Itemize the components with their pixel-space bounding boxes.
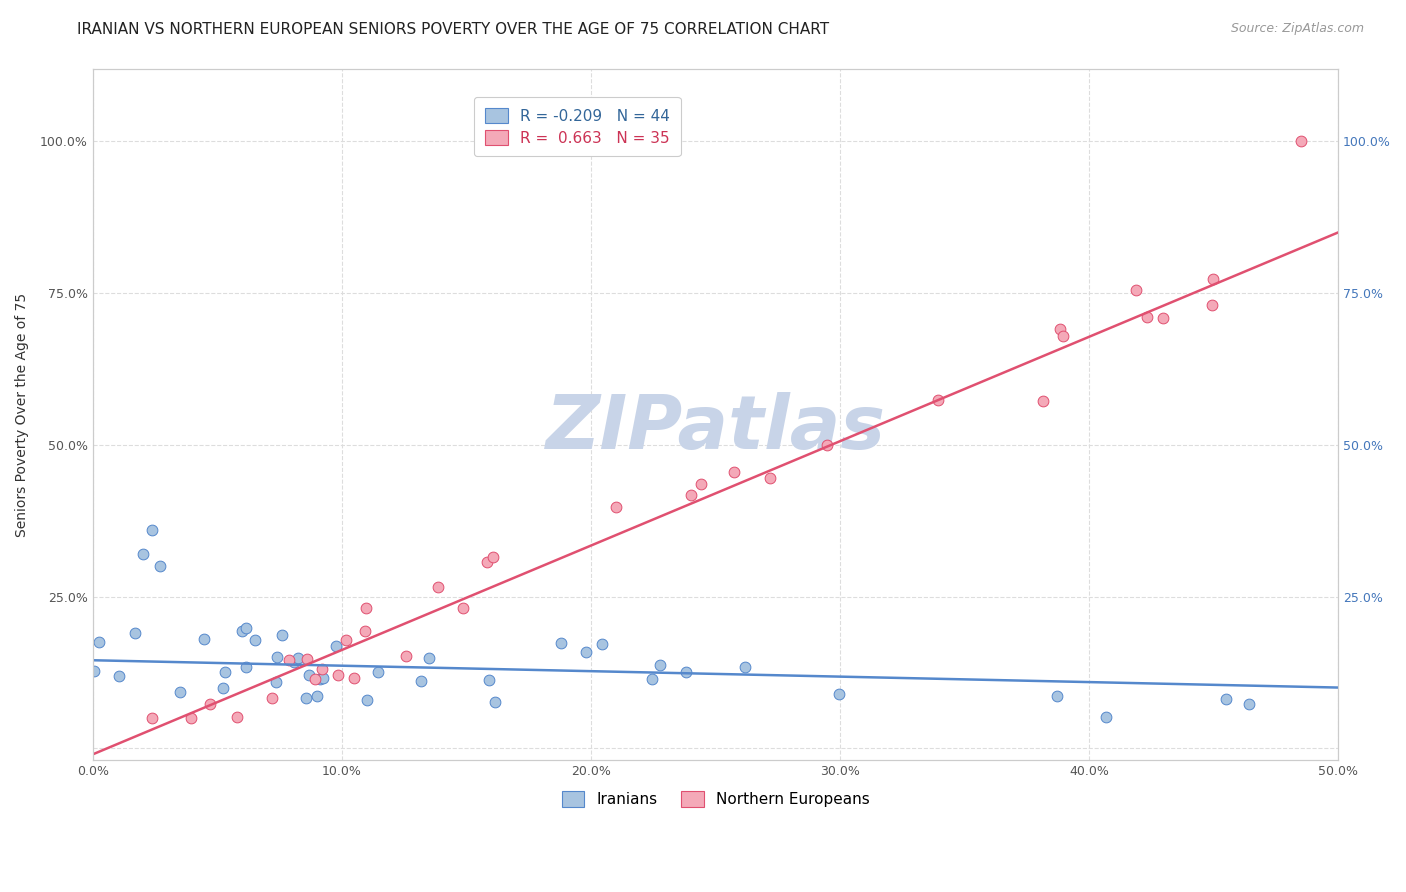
Point [124, 626, 146, 640]
Point [278, 653, 301, 667]
Point [815, 438, 838, 452]
Point [149, 559, 172, 574]
Point [482, 549, 505, 564]
Point [297, 668, 319, 682]
Point [141, 523, 163, 537]
Point [395, 649, 418, 664]
Point [226, 710, 249, 724]
Point [759, 470, 782, 484]
Text: Source: ZipAtlas.com: Source: ZipAtlas.com [1230, 22, 1364, 36]
Point [1136, 310, 1159, 324]
Point [427, 580, 450, 594]
Point [180, 711, 202, 725]
Point [326, 668, 349, 682]
Point [1125, 283, 1147, 297]
Point [367, 665, 389, 679]
Point [264, 675, 287, 690]
Point [83, 664, 105, 678]
Point [675, 665, 697, 680]
Point [214, 665, 236, 679]
Point [132, 547, 155, 561]
Point [1289, 134, 1312, 148]
Point [475, 555, 498, 569]
Point [484, 695, 506, 709]
Point [287, 651, 309, 665]
Point [723, 465, 745, 479]
Point [243, 633, 266, 648]
Point [343, 671, 366, 685]
Point [325, 639, 347, 653]
Point [828, 687, 851, 701]
Text: IRANIAN VS NORTHERN EUROPEAN SENIORS POVERTY OVER THE AGE OF 75 CORRELATION CHAR: IRANIAN VS NORTHERN EUROPEAN SENIORS POV… [77, 22, 830, 37]
Point [283, 655, 305, 669]
Point [193, 632, 215, 647]
Text: ZIPatlas: ZIPatlas [546, 392, 886, 465]
Point [1202, 272, 1225, 286]
Point [87, 635, 110, 649]
Point [304, 672, 326, 686]
Point [295, 652, 318, 666]
Point [141, 711, 163, 725]
Point [478, 673, 501, 687]
Point [575, 645, 598, 659]
Point [1045, 689, 1067, 703]
Point [734, 660, 756, 674]
Point [1237, 698, 1260, 712]
Point [1152, 310, 1174, 325]
Point [311, 662, 333, 676]
Point [1201, 298, 1223, 312]
Point [211, 681, 233, 696]
Point [260, 690, 283, 705]
Point [681, 487, 703, 501]
Point [200, 697, 222, 711]
Point [409, 673, 432, 688]
Point [605, 500, 627, 515]
Point [356, 692, 378, 706]
Point [235, 660, 257, 674]
Point [1049, 322, 1071, 336]
Point [108, 668, 131, 682]
Point [1215, 692, 1237, 706]
Point [641, 672, 664, 686]
Point [271, 628, 294, 642]
Point [1094, 710, 1116, 724]
Point [305, 689, 328, 703]
Point [169, 685, 191, 699]
Point [648, 658, 671, 673]
Point [295, 691, 318, 706]
Point [309, 673, 332, 687]
Point [335, 633, 357, 648]
Y-axis label: Seniors Poverty Over the Age of 75: Seniors Poverty Over the Age of 75 [15, 293, 30, 536]
Point [266, 650, 288, 665]
Point [353, 624, 375, 638]
Point [418, 650, 440, 665]
Legend: Iranians, Northern Europeans: Iranians, Northern Europeans [554, 784, 877, 815]
Point [235, 621, 257, 635]
Point [1052, 329, 1074, 343]
Point [550, 636, 572, 650]
Point [231, 624, 253, 639]
Point [1032, 394, 1054, 409]
Point [591, 637, 613, 651]
Point [689, 476, 711, 491]
Point [312, 671, 335, 685]
Point [356, 601, 378, 615]
Point [451, 601, 474, 615]
Point [927, 393, 949, 408]
